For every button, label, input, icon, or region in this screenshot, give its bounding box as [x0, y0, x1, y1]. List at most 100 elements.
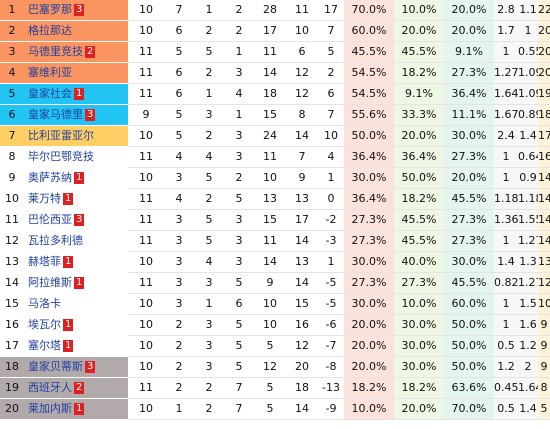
red-card-badge: 2	[85, 46, 96, 58]
goals-per-game-cell: 1	[494, 41, 518, 63]
points-cell: 14	[538, 230, 550, 252]
wins-cell: 5	[164, 41, 194, 63]
goal-difference-cell: 7	[318, 20, 344, 42]
win-percentage-cell: 54.5%	[344, 62, 394, 84]
losses-cell: 5	[224, 272, 254, 294]
loss-percentage-cell: 70.0%	[444, 398, 494, 420]
team-name-link[interactable]: 毕尔巴鄂竞技	[28, 150, 94, 163]
goals-per-game-cell: 2.8	[494, 0, 518, 21]
red-card-badge: 1	[63, 340, 74, 352]
wins-cell: 3	[164, 230, 194, 252]
conceded-per-game-cell: 1.1	[518, 0, 538, 21]
win-percentage-cell: 30.0%	[344, 251, 394, 273]
team-cell: 赫塔菲 1	[24, 251, 128, 273]
draws-cell: 2	[194, 188, 224, 210]
goal-difference-cell: 10	[318, 125, 344, 147]
loss-percentage-cell: 27.3%	[444, 209, 494, 231]
win-percentage-cell: 36.4%	[344, 146, 394, 168]
played-cell: 10	[128, 20, 164, 42]
conceded-per-game-cell: 0.64	[518, 146, 538, 168]
red-card-badge: 3	[74, 4, 85, 16]
table-row: 17 塞尔塔 1 10 2 3 5 5 12 -7 20.0% 30.0% 50.0% 0.5 1.2 9	[0, 335, 550, 357]
team-name-link[interactable]: 塞维利亚	[28, 66, 72, 79]
played-cell: 10	[128, 0, 164, 21]
team-name-link[interactable]: 皇家贝蒂斯	[28, 360, 83, 373]
goals-against-cell: 8	[286, 104, 318, 126]
team-name-link[interactable]: 皇家社会	[28, 87, 72, 100]
table-row: 10莱万特1114251313036.4%18.2%45.5%1.181.181…	[0, 188, 550, 210]
goal-difference-cell: 1	[318, 167, 344, 189]
team-name-link[interactable]: 赫塔菲	[28, 255, 61, 268]
draw-percentage-cell: 20.0%	[394, 125, 444, 147]
team-name-link[interactable]: 塞尔塔	[28, 339, 61, 352]
goals-for-cell: 14	[254, 62, 286, 84]
loss-percentage-cell: 63.6%	[444, 377, 494, 399]
goals-for-cell: 10	[254, 167, 286, 189]
team-name-link[interactable]: 埃瓦尔	[28, 318, 61, 331]
team-name-link[interactable]: 莱万特	[28, 192, 61, 205]
goal-difference-cell: -5	[318, 293, 344, 315]
points-cell: 17	[538, 125, 550, 147]
wins-cell: 2	[164, 377, 194, 399]
team-name-link[interactable]: 比利亚雷亚尔	[28, 129, 94, 142]
loss-percentage-cell: 27.3%	[444, 62, 494, 84]
goals-for-cell: 15	[254, 209, 286, 231]
goals-against-cell: 10	[286, 20, 318, 42]
rank-cell: 9	[0, 167, 24, 189]
team-name-link[interactable]: 瓦拉多利德	[28, 234, 83, 247]
win-percentage-cell: 27.3%	[344, 230, 394, 252]
goals-for-cell: 28	[254, 0, 286, 21]
team-name-link[interactable]: 格拉那达	[28, 24, 72, 37]
win-percentage-cell: 20.0%	[344, 356, 394, 378]
table-row: 14阿拉维斯111335914-527.3%27.3%45.5%0.821.27…	[0, 272, 550, 294]
loss-percentage-cell: 30.0%	[444, 251, 494, 273]
team-name-link[interactable]: 马洛卡	[28, 297, 61, 310]
draws-cell: 5	[194, 209, 224, 231]
points-cell: 9	[538, 335, 550, 357]
goal-difference-cell: -7	[318, 335, 344, 357]
goals-per-game-cell: 1.2	[494, 356, 518, 378]
goals-against-cell: 14	[286, 272, 318, 294]
goal-difference-cell: -3	[318, 230, 344, 252]
team-cell: 马德里竞技 2	[24, 41, 128, 63]
goals-per-game-cell: 1.64	[494, 83, 518, 105]
win-percentage-cell: 27.3%	[344, 272, 394, 294]
table-row: 19 西班牙人 2 11 2 2 7 5 18 -13 18.2% 18.2% 63.6% 0.45 1.6…	[0, 377, 550, 399]
draw-percentage-cell: 33.3%	[394, 104, 444, 126]
goals-against-cell: 15	[286, 293, 318, 315]
team-name-link[interactable]: 马德里竞技	[28, 45, 83, 58]
team-name-link[interactable]: 皇家马德里	[28, 108, 83, 121]
team-name-link[interactable]: 莱加内斯	[28, 402, 72, 415]
conceded-per-game-cell: 2	[518, 356, 538, 378]
goals-for-cell: 15	[254, 104, 286, 126]
win-percentage-cell: 10.0%	[344, 398, 394, 420]
rank-cell: 8	[0, 146, 24, 168]
wins-cell: 4	[164, 188, 194, 210]
team-name-link[interactable]: 阿拉维斯	[28, 276, 72, 289]
played-cell: 10	[128, 293, 164, 315]
team-name-link[interactable]: 西班牙人	[28, 381, 72, 394]
goal-difference-cell: -13	[318, 377, 344, 399]
team-name-link[interactable]: 奥萨苏纳	[28, 171, 72, 184]
team-name-link[interactable]: 巴塞罗那	[28, 3, 72, 16]
goals-against-cell: 13	[286, 251, 318, 273]
wins-cell: 3	[164, 251, 194, 273]
points-cell: 14	[538, 188, 550, 210]
wins-cell: 3	[164, 293, 194, 315]
draw-percentage-cell: 45.5%	[394, 41, 444, 63]
losses-cell: 3	[224, 230, 254, 252]
team-cell: 皇家社会 1	[24, 83, 128, 105]
draws-cell: 2	[194, 377, 224, 399]
goals-for-cell: 12	[254, 356, 286, 378]
goal-difference-cell: 17	[318, 0, 344, 21]
losses-cell: 1	[224, 104, 254, 126]
played-cell: 9	[128, 104, 164, 126]
losses-cell: 5	[224, 335, 254, 357]
team-name-link[interactable]: 巴伦西亚	[28, 213, 72, 226]
points-cell: 22	[538, 0, 550, 21]
draw-percentage-cell: 10.0%	[394, 0, 444, 21]
draws-cell: 5	[194, 167, 224, 189]
red-card-badge: 1	[74, 172, 85, 184]
